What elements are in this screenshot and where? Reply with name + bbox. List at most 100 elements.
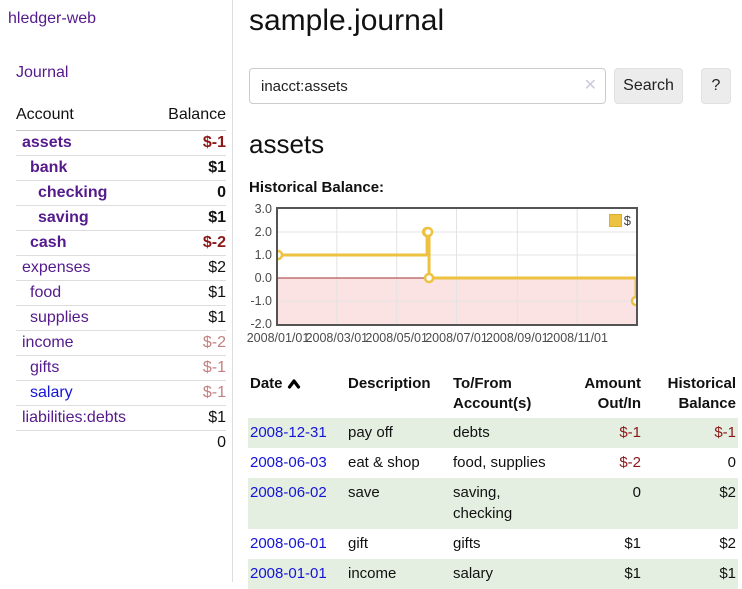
transaction-date-link[interactable]: 2008-01-01 (250, 565, 327, 583)
account-link[interactable]: assets (22, 134, 72, 151)
transaction-accounts: debts (453, 423, 490, 441)
account-balance: $-1 (153, 380, 226, 406)
account-row: assets $-1 (16, 130, 226, 156)
account-row: gifts $-1 (16, 355, 226, 381)
register-header-amount: Amount Out/In (584, 375, 641, 412)
transaction-description: income (348, 565, 397, 583)
x-axis-tick-label: 2008/05/01 (365, 331, 428, 345)
register-header-balance: Historical Balance (667, 375, 736, 412)
accounts-header-balance: Balance (153, 102, 226, 131)
account-link[interactable]: supplies (30, 309, 89, 326)
x-axis-tick-label: 2008/03/01 (305, 331, 369, 345)
page-title: sample.journal (249, 4, 445, 37)
legend-swatch-icon (608, 214, 622, 227)
account-row: liabilities:debts $1 (16, 405, 226, 431)
register-header-description: Description (348, 375, 431, 392)
transaction-amount: $-1 (619, 423, 641, 441)
app-brand-link[interactable]: hledger-web (8, 10, 97, 27)
transaction-date-link[interactable]: 2008-06-02 (250, 484, 327, 502)
y-axis-tick-label: 1.0 (254, 248, 272, 262)
historical-balance-chart: $ 3.0 2.0 1.0 0.0 -1.0 -2.0 2008/01/01 2008/03/… (246, 202, 742, 350)
account-link[interactable]: liabilities:debts (22, 409, 127, 426)
account-balance: $-1 (153, 355, 226, 381)
transaction-row: 2008-06-01 gift gifts $1 $2 (248, 529, 738, 559)
account-link[interactable]: income (22, 334, 74, 351)
account-link[interactable]: cash (30, 234, 67, 251)
accounts-total-row: 0 (16, 430, 226, 455)
accounts-table: Account Balance assets $-1 bank $1 checking 0… (16, 102, 226, 455)
account-heading: assets (249, 129, 325, 159)
transaction-amount: 0 (632, 484, 641, 502)
transaction-accounts: gifts (453, 534, 481, 552)
account-row: expenses $2 (16, 255, 226, 281)
transaction-amount: $1 (624, 534, 641, 552)
help-button[interactable]: ? (701, 68, 731, 104)
account-link[interactable]: checking (38, 184, 108, 201)
search-box: ✕ (249, 68, 606, 104)
account-row: checking 0 (16, 180, 226, 206)
x-axis-tick-label: 2008/07/01 (425, 331, 488, 345)
search-input[interactable] (249, 68, 606, 104)
register-header-row: Date Description To/From Account(s) Amou… (248, 372, 738, 418)
transaction-balance: $1 (719, 565, 736, 583)
transaction-date-link[interactable]: 2008-06-03 (250, 454, 327, 472)
account-link[interactable]: gifts (30, 359, 60, 376)
account-row: income $-2 (16, 330, 226, 356)
transaction-accounts: salary (453, 565, 494, 583)
search-button[interactable]: Search (614, 68, 683, 104)
register-header-accounts: To/From Account(s) (453, 375, 532, 412)
transaction-row: 2008-12-31 pay off debts $-1 $-1 (248, 417, 738, 449)
account-link[interactable]: salary (30, 384, 73, 401)
search-form: ✕ Search ? (249, 68, 742, 104)
account-balance: $-1 (153, 130, 226, 156)
account-balance: $-2 (153, 230, 226, 256)
account-row: salary $-1 (16, 380, 226, 406)
x-axis-tick-label: 2008/01/01 (246, 331, 310, 345)
transaction-balance: $-1 (714, 423, 736, 441)
transaction-description: gift (348, 534, 369, 552)
account-balance: $1 (153, 155, 226, 181)
account-balance: $1 (153, 280, 226, 306)
y-axis-tick-label: 2.0 (254, 225, 272, 239)
transaction-balance: $2 (719, 484, 736, 502)
chart-canvas (278, 209, 636, 324)
sidebar-item-journal[interactable]: Journal (16, 64, 69, 81)
sidebar: hledger-web Journal Account Balance asse… (0, 0, 233, 582)
transaction-date-link[interactable]: 2008-12-31 (250, 423, 327, 441)
account-link[interactable]: expenses (22, 259, 91, 276)
y-axis-tick-label: -1.0 (250, 294, 272, 308)
sort-ascending-icon (287, 379, 300, 389)
account-balance: $2 (153, 255, 226, 281)
transaction-accounts: saving, checking (453, 484, 513, 522)
transaction-balance: $2 (719, 534, 736, 552)
account-link[interactable]: food (30, 284, 62, 301)
account-balance: $-2 (153, 330, 226, 356)
account-balance: $1 (153, 205, 226, 231)
account-link[interactable]: bank (30, 159, 68, 176)
transaction-amount: $-2 (619, 454, 641, 472)
clear-search-icon[interactable]: ✕ (583, 77, 597, 94)
chart-title: Historical Balance: (249, 179, 385, 196)
account-row: food $1 (16, 280, 226, 306)
account-balance: 0 (153, 180, 226, 206)
account-link[interactable]: saving (38, 209, 89, 226)
transaction-description: eat & shop (348, 454, 420, 472)
main-content: sample.journal ✕ Search ? assets Histori… (233, 0, 742, 589)
x-axis-tick-label: 2008/09/01 (486, 331, 549, 345)
account-balance: $1 (153, 405, 226, 431)
x-axis-tick-label: 2008/11/01 (546, 331, 608, 345)
register-header-date-label: Date (250, 375, 283, 392)
legend-label: $ (623, 213, 631, 228)
transaction-amount: $1 (624, 565, 641, 583)
transaction-description: save (348, 484, 380, 502)
transaction-row: 2008-06-02 save saving, checking 0 $2 (248, 478, 738, 529)
transaction-date-link[interactable]: 2008-06-01 (250, 534, 327, 552)
account-row: cash $-2 (16, 230, 226, 256)
chart-legend: $ (607, 213, 632, 228)
transaction-accounts: food, supplies (453, 454, 546, 472)
register-header-date[interactable]: Date (248, 372, 346, 418)
account-row: bank $1 (16, 155, 226, 181)
transaction-row: 2008-06-03 eat & shop food, supplies $-2 0 (248, 448, 738, 478)
register-table: Date Description To/From Account(s) Amou… (248, 372, 738, 589)
y-axis-tick-label: 0.0 (254, 271, 272, 285)
